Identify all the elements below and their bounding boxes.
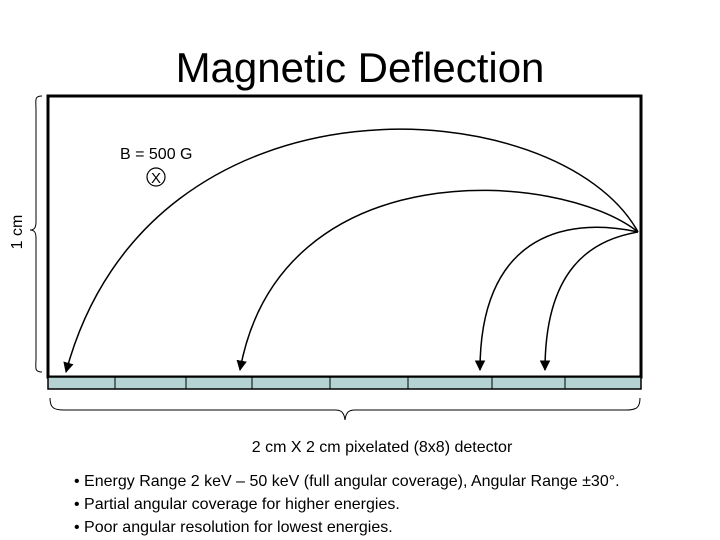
- field-label: B = 500 G: [120, 146, 193, 163]
- trajectories: [63, 128, 639, 374]
- title: Magnetic Deflection: [176, 44, 545, 91]
- chamber: [46, 94, 643, 379]
- field-symbol-circle: [146, 167, 166, 187]
- bullet: • Poor angular resolution for lowest ene…: [74, 519, 393, 536]
- detector: [47, 376, 642, 390]
- bullet: • Partial angular coverage for higher en…: [74, 496, 400, 513]
- field-symbol: X: [151, 170, 161, 187]
- height-brace: [29, 95, 43, 373]
- detector-label: 2 cm X 2 cm pixelated (8x8) detector: [252, 439, 513, 456]
- height-label: 1 cm: [9, 215, 26, 250]
- width-brace: [49, 397, 641, 421]
- bullet: • Energy Range 2 keV – 50 keV (full angu…: [74, 473, 620, 490]
